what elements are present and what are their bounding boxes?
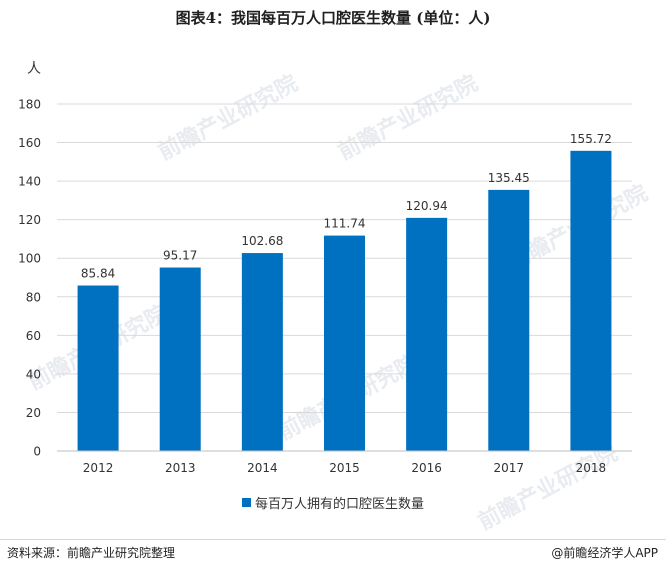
y-tick-label: 120	[18, 213, 41, 227]
y-tick-label: 20	[26, 406, 41, 420]
bar-value-label: 102.68	[241, 234, 283, 248]
y-tick-label: 160	[18, 136, 41, 150]
footer: 资料来源：前瞻产业研究院整理 @前瞻经济学人APP	[0, 539, 666, 572]
bar	[406, 217, 448, 451]
bar-value-label: 155.72	[570, 132, 612, 146]
chart-title: 图表4：我国每百万人口腔医生数量 (单位：人)	[175, 9, 491, 27]
bar	[241, 253, 283, 451]
bar-value-label: 85.84	[81, 267, 115, 281]
x-tick-label: 2017	[494, 461, 525, 475]
x-tick-label: 2016	[411, 461, 442, 475]
bar	[488, 189, 530, 451]
y-tick-label: 140	[18, 175, 41, 189]
bar	[570, 150, 612, 451]
bar-value-label: 111.74	[324, 217, 366, 231]
y-tick-label: 180	[18, 98, 41, 112]
y-tick-label: 80	[26, 290, 41, 304]
bar-value-label: 135.45	[488, 171, 530, 185]
bar	[324, 235, 365, 451]
x-tick-label: 2012	[83, 461, 114, 475]
x-tick-label: 2014	[247, 461, 278, 475]
bar	[77, 285, 119, 451]
x-tick-label: 2015	[329, 461, 360, 475]
brand-credit: @前瞻经济学人APP	[551, 546, 658, 560]
bar-value-label: 95.17	[163, 249, 197, 263]
x-tick-label: 2013	[165, 461, 196, 475]
y-tick-label: 0	[33, 445, 41, 459]
bar-value-label: 120.94	[406, 199, 448, 213]
x-tick-label: 2018	[576, 461, 607, 475]
y-axis-unit: 人	[27, 61, 41, 77]
source-note: 资料来源：前瞻产业研究院整理	[7, 546, 176, 560]
bar-chart: 0 20 40 60 80 100 120 140 160 180 85.84 2012 95.17 20…	[18, 98, 632, 475]
y-tick-label: 100	[18, 252, 41, 266]
y-tick-label: 40	[26, 367, 41, 381]
y-tick-label: 60	[26, 329, 41, 343]
legend-swatch	[241, 498, 251, 507]
legend: 每百万人拥有的口腔医生数量	[0, 493, 666, 512]
bar	[159, 267, 201, 451]
legend-label: 每百万人拥有的口腔医生数量	[254, 497, 424, 512]
